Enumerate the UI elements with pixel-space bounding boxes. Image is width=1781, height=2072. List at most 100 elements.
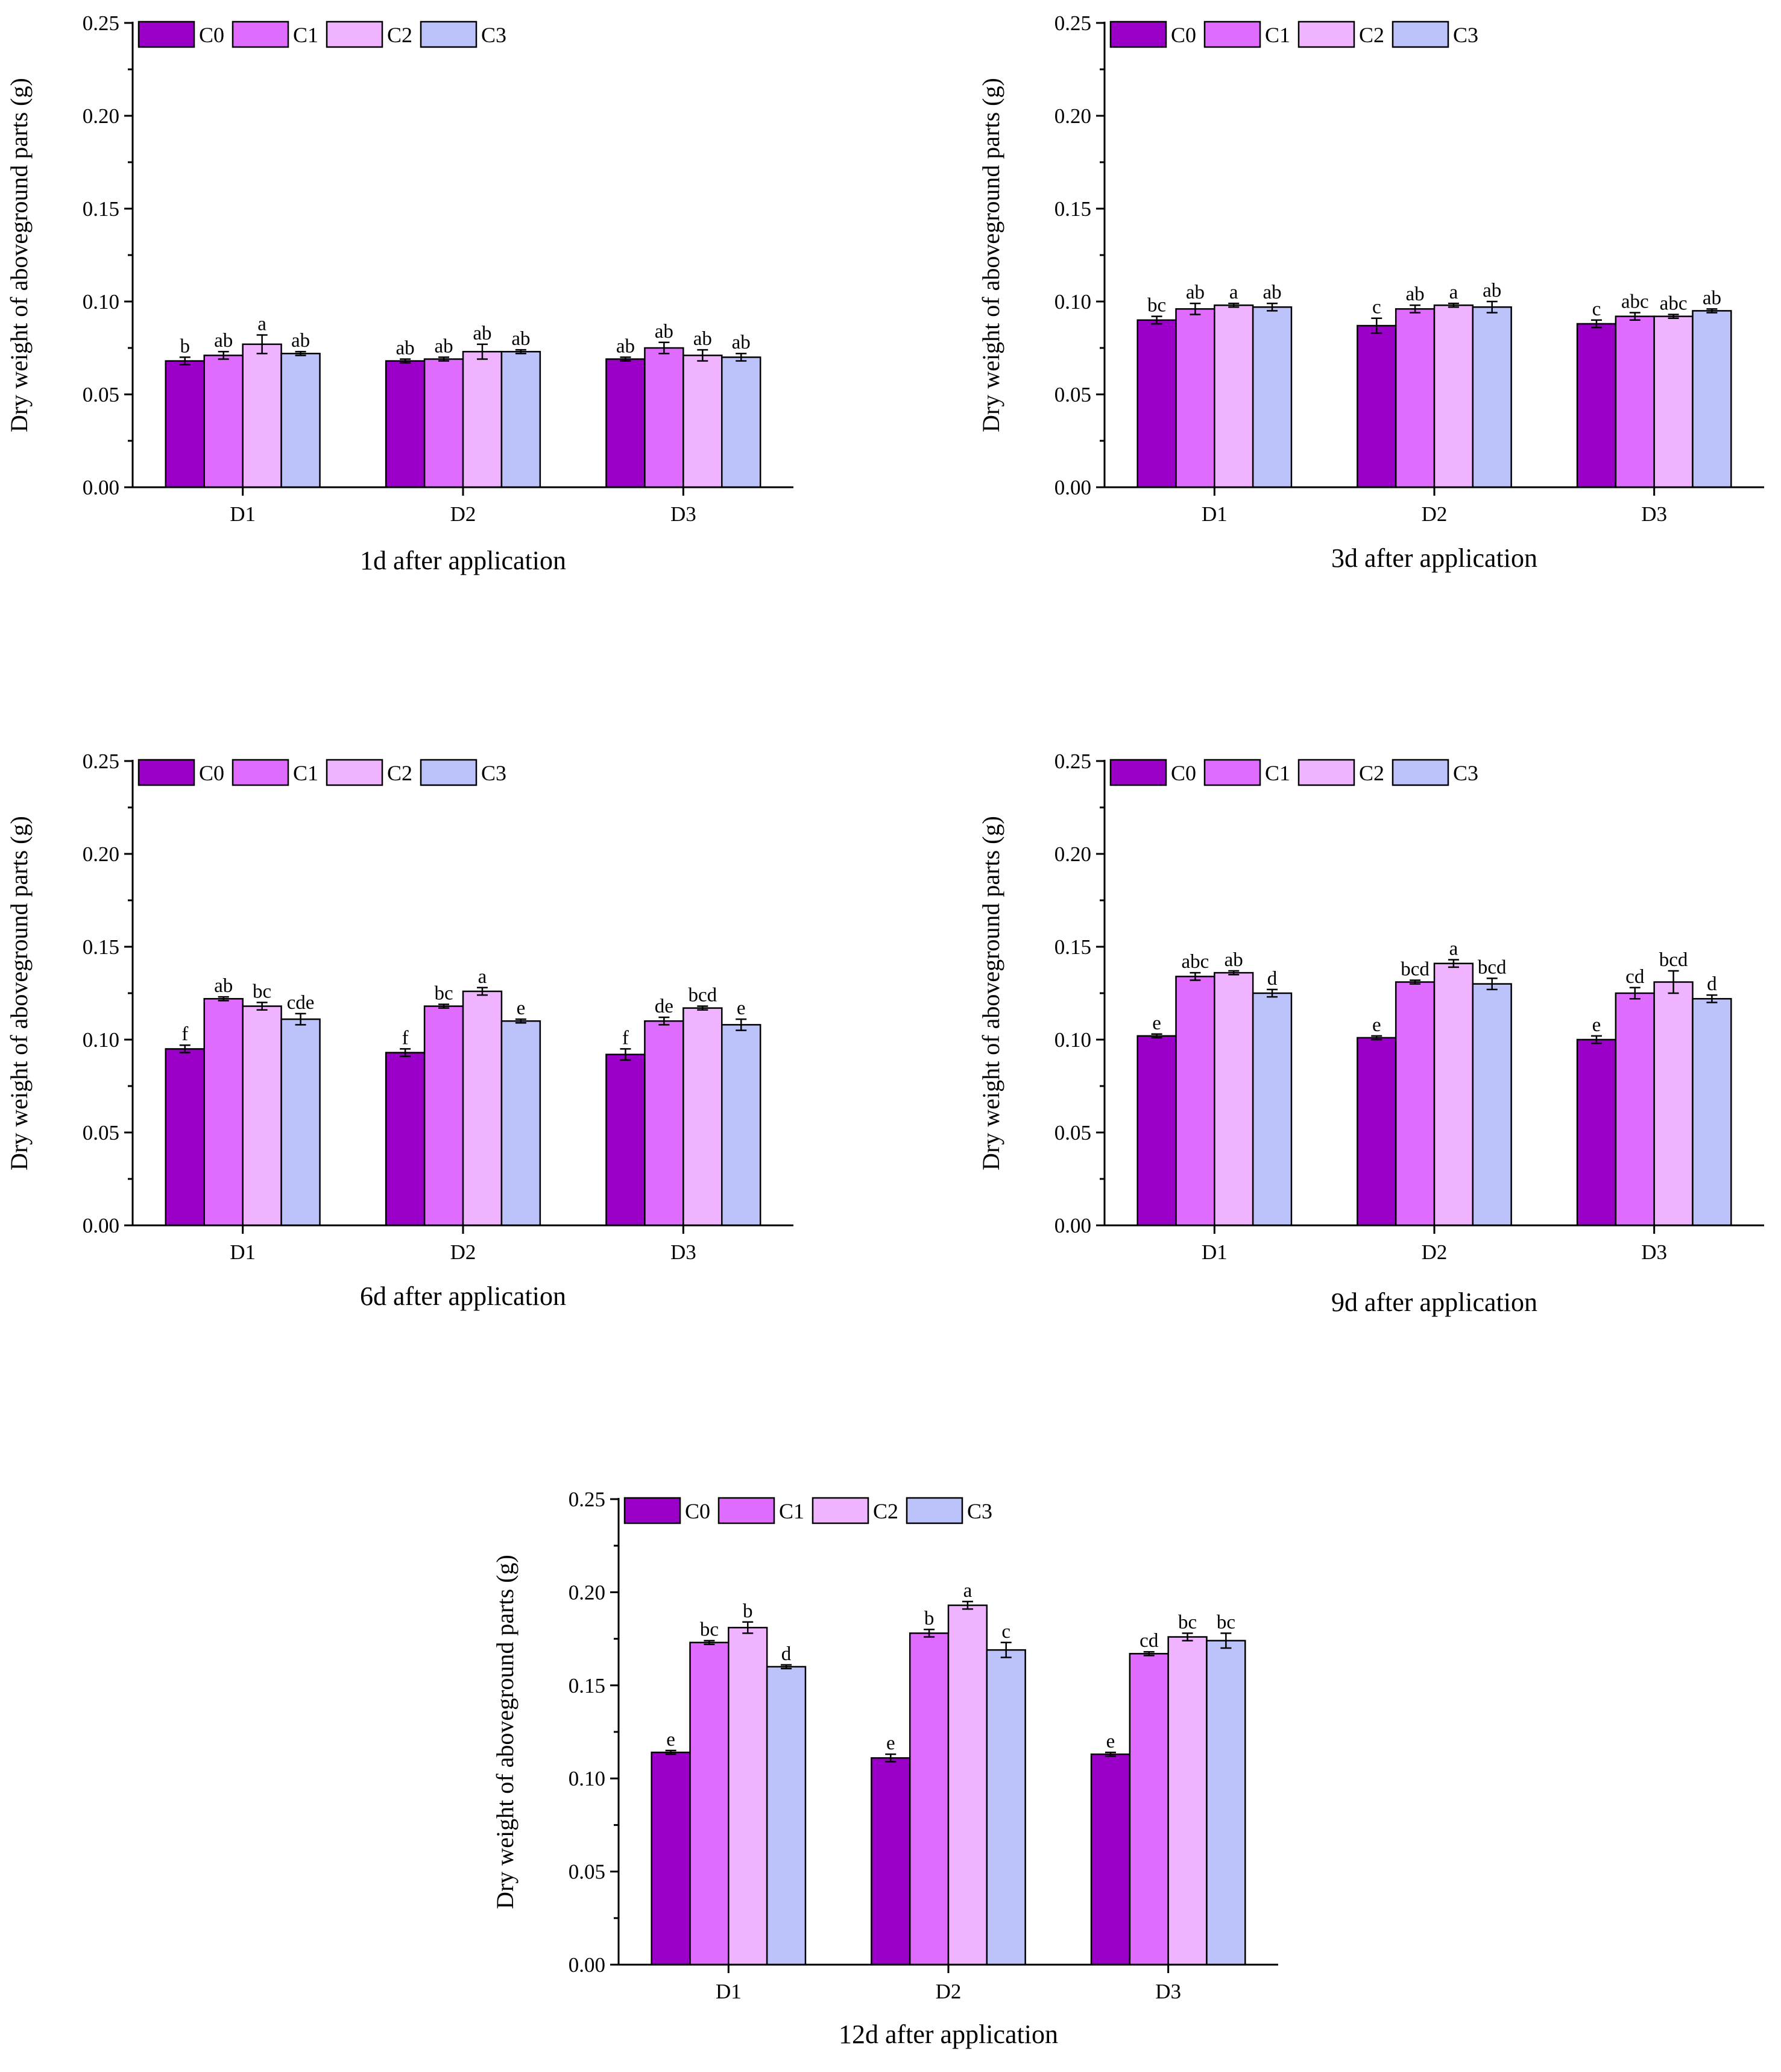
bar-C1-D1 bbox=[203, 355, 244, 488]
chart-caption: 1d after application bbox=[360, 546, 566, 575]
bar-C0-D2 bbox=[385, 1052, 426, 1227]
bar-C1-D3 bbox=[644, 1020, 684, 1227]
chart-panel-5: 0.00 0.05 0.10 0.15 0.20 0.25 e bc b d D1 e b a c D2 e cd… bbox=[491, 1488, 1278, 2049]
x-tick-label: D2 bbox=[1422, 1240, 1448, 1264]
y-axis-label: Dry weight of aboveground parts (g) bbox=[977, 816, 1004, 1170]
y-tick-label: 0.20 bbox=[1054, 104, 1091, 128]
bar-C1-D2 bbox=[423, 1005, 464, 1227]
bar-C3-D1 bbox=[1252, 306, 1293, 488]
y-tick-label: 0.05 bbox=[1054, 383, 1091, 406]
bar-C1-D1 bbox=[1175, 976, 1215, 1227]
y-axis-label: Dry weight of aboveground parts (g) bbox=[5, 816, 33, 1170]
legend-swatch-C1 bbox=[232, 759, 289, 786]
legend-label-C2: C2 bbox=[1359, 761, 1384, 785]
y-tick-label: 0.20 bbox=[83, 842, 119, 866]
legend-label-C2: C2 bbox=[387, 761, 412, 785]
y-tick-label: 0.00 bbox=[83, 476, 119, 499]
significance-letter: a bbox=[1229, 282, 1238, 303]
significance-letter: e bbox=[666, 1729, 675, 1751]
bar-C1-D3 bbox=[1129, 1653, 1169, 1966]
legend-swatch-C3 bbox=[1392, 759, 1449, 786]
significance-letter: ab bbox=[396, 337, 415, 359]
bar-C0-D3 bbox=[605, 1053, 646, 1227]
legend-swatch-C3 bbox=[420, 759, 478, 786]
chart-caption: 6d after application bbox=[360, 1281, 566, 1311]
bar-C3-D3 bbox=[721, 356, 761, 488]
legend-label-C0: C0 bbox=[199, 761, 224, 785]
significance-letter: ab bbox=[291, 330, 310, 352]
y-tick-label: 0.15 bbox=[569, 1674, 605, 1698]
y-tick-label: 0.00 bbox=[83, 1214, 119, 1237]
legend-swatch-C0 bbox=[137, 21, 195, 48]
legend-label-C1: C1 bbox=[1265, 23, 1290, 47]
significance-letter: e bbox=[886, 1732, 895, 1754]
x-tick-label: D3 bbox=[670, 502, 696, 526]
significance-letter: bc bbox=[1178, 1611, 1197, 1633]
x-tick-label: D3 bbox=[1155, 1980, 1181, 2003]
significance-letter: ab bbox=[214, 330, 233, 352]
legend: C0 C1 C2 C3 bbox=[1109, 21, 1478, 48]
x-tick-label: D1 bbox=[1202, 502, 1228, 526]
significance-letter: e bbox=[1106, 1731, 1115, 1752]
significance-letter: abc bbox=[1660, 293, 1688, 315]
legend-label-C1: C1 bbox=[293, 761, 318, 785]
significance-letter: ab bbox=[1186, 282, 1205, 303]
y-tick-label: 0.05 bbox=[83, 383, 119, 406]
y-tick-label: 0.25 bbox=[1054, 750, 1091, 773]
significance-letter: bcd bbox=[1401, 958, 1430, 980]
legend-label-C2: C2 bbox=[1359, 23, 1384, 47]
y-tick-label: 0.00 bbox=[1054, 1214, 1091, 1237]
y-tick-label: 0.25 bbox=[1054, 11, 1091, 35]
significance-letter: bc bbox=[1217, 1611, 1235, 1633]
significance-letter: a bbox=[1449, 938, 1458, 960]
x-tick-label: D3 bbox=[1641, 502, 1667, 526]
significance-letter: bcd bbox=[1659, 949, 1688, 971]
y-tick-label: 0.10 bbox=[569, 1767, 605, 1790]
bar-C1-D3 bbox=[1615, 992, 1655, 1227]
significance-letter: a bbox=[257, 313, 266, 335]
y-tick-label: 0.15 bbox=[83, 197, 119, 221]
bar-C0-D3 bbox=[1576, 323, 1617, 488]
significance-letter: ab bbox=[1225, 949, 1243, 971]
legend-swatch-C2 bbox=[326, 21, 383, 48]
significance-letter: abc bbox=[1182, 951, 1209, 973]
y-tick-label: 0.10 bbox=[1054, 1028, 1091, 1052]
significance-letter: cd bbox=[1625, 966, 1645, 988]
bar-C3-D2 bbox=[500, 1020, 541, 1227]
bar-C0-D1 bbox=[1136, 319, 1177, 488]
legend-swatch-C0 bbox=[137, 759, 195, 786]
chart-caption: 3d after application bbox=[1331, 543, 1537, 573]
legend-swatch-C1 bbox=[1203, 21, 1261, 48]
significance-letter: f bbox=[402, 1027, 409, 1049]
significance-letter: e bbox=[1372, 1014, 1381, 1036]
bar-C3-D3 bbox=[1692, 310, 1732, 488]
bar-C0-D2 bbox=[385, 360, 426, 488]
legend-swatch-C2 bbox=[326, 759, 383, 786]
bar-C2-D1 bbox=[242, 1005, 282, 1227]
y-tick-label: 0.20 bbox=[1054, 842, 1091, 866]
significance-letter: ab bbox=[1703, 287, 1721, 309]
significance-letter: d bbox=[1267, 968, 1278, 990]
x-tick-label: D1 bbox=[230, 502, 256, 526]
bar-C2-D3 bbox=[1653, 981, 1694, 1227]
bar-C2-D1 bbox=[242, 343, 282, 488]
significance-letter: cd bbox=[1140, 1630, 1159, 1652]
legend-label-C2: C2 bbox=[387, 23, 412, 47]
legend-swatch-C1 bbox=[717, 1497, 775, 1524]
bar-C1-D2 bbox=[1395, 308, 1436, 488]
legend-swatch-C3 bbox=[420, 21, 478, 48]
bar-C1-D3 bbox=[1615, 315, 1655, 488]
significance-letter: ab bbox=[1406, 283, 1425, 305]
significance-letter: bc bbox=[434, 982, 453, 1004]
significance-letter: b bbox=[743, 1600, 753, 1622]
y-tick-label: 0.25 bbox=[83, 750, 119, 773]
y-tick-label: 0.10 bbox=[83, 1028, 119, 1052]
legend-label-C3: C3 bbox=[481, 761, 506, 785]
significance-letter: c bbox=[1592, 298, 1601, 320]
significance-letter: f bbox=[181, 1023, 188, 1045]
significance-letter: cde bbox=[287, 992, 315, 1014]
